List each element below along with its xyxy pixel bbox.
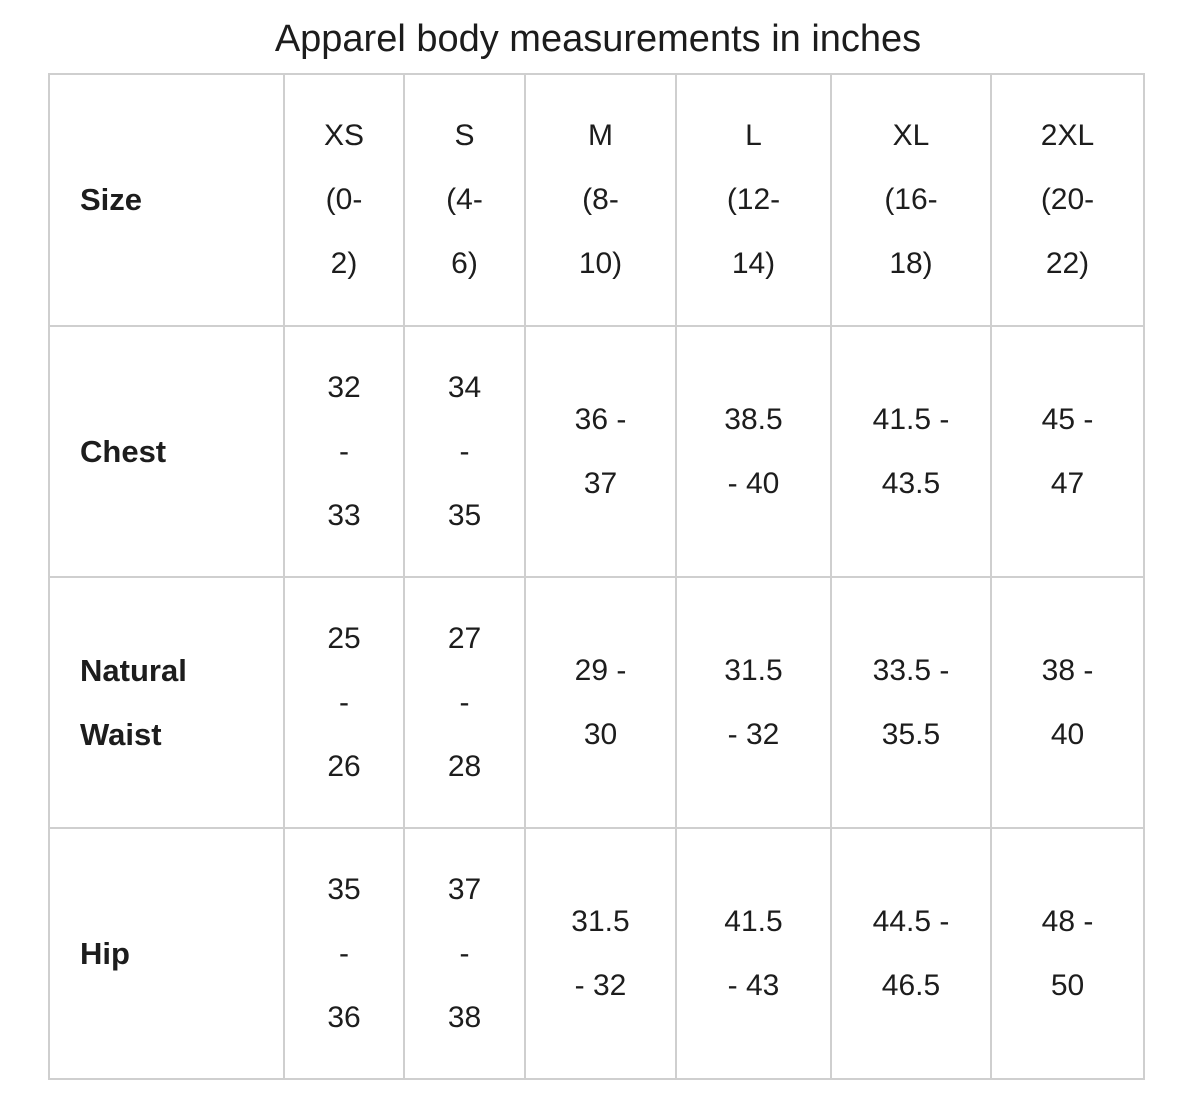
data-cell: 35 - 36 [283, 827, 405, 1080]
data-cell: 29 - 30 [524, 576, 677, 829]
header-cell-xs: XS (0- 2) [283, 73, 405, 327]
table-row-natural-waist: Natural Waist 25 - 26 27 - 28 29 - 30 31… [48, 576, 1145, 829]
data-cell: 48 - 50 [990, 827, 1145, 1080]
data-cell: 31.5 - 32 [675, 576, 832, 829]
data-cell: 45 - 47 [990, 325, 1145, 578]
data-cell: 41.5 - 43.5 [830, 325, 992, 578]
header-cell-xl: XL (16- 18) [830, 73, 992, 327]
data-cell: 44.5 - 46.5 [830, 827, 992, 1080]
data-cell: 36 - 37 [524, 325, 677, 578]
table-row-chest: Chest 32 - 33 34 - 35 36 - 37 38.5 - 40 … [48, 325, 1145, 578]
header-cell-l: L (12- 14) [675, 73, 832, 327]
data-cell: 41.5 - 43 [675, 827, 832, 1080]
header-cell-m: M (8- 10) [524, 73, 677, 327]
data-cell: 25 - 26 [283, 576, 405, 829]
row-label-chest: Chest [48, 325, 285, 578]
data-cell: 32 - 33 [283, 325, 405, 578]
header-cell-2xl: 2XL (20- 22) [990, 73, 1145, 327]
data-cell: 34 - 35 [403, 325, 526, 578]
data-cell: 37 - 38 [403, 827, 526, 1080]
page-title: Apparel body measurements in inches [274, 18, 922, 60]
data-cell: 38 - 40 [990, 576, 1145, 829]
row-label-natural-waist: Natural Waist [48, 576, 285, 829]
size-chart-table: Size XS (0- 2) S (4- 6) M (8- 10) L (12-… [48, 73, 1145, 1080]
header-cell-s: S (4- 6) [403, 73, 526, 327]
data-cell: 27 - 28 [403, 576, 526, 829]
data-cell: 31.5 - 32 [524, 827, 677, 1080]
row-label-size: Size [48, 73, 285, 327]
table-row-hip: Hip 35 - 36 37 - 38 31.5 - 32 41.5 - 43 … [48, 827, 1145, 1080]
data-cell: 38.5 - 40 [675, 325, 832, 578]
row-label-hip: Hip [48, 827, 285, 1080]
table-header-row: Size XS (0- 2) S (4- 6) M (8- 10) L (12-… [48, 73, 1145, 327]
data-cell: 33.5 - 35.5 [830, 576, 992, 829]
